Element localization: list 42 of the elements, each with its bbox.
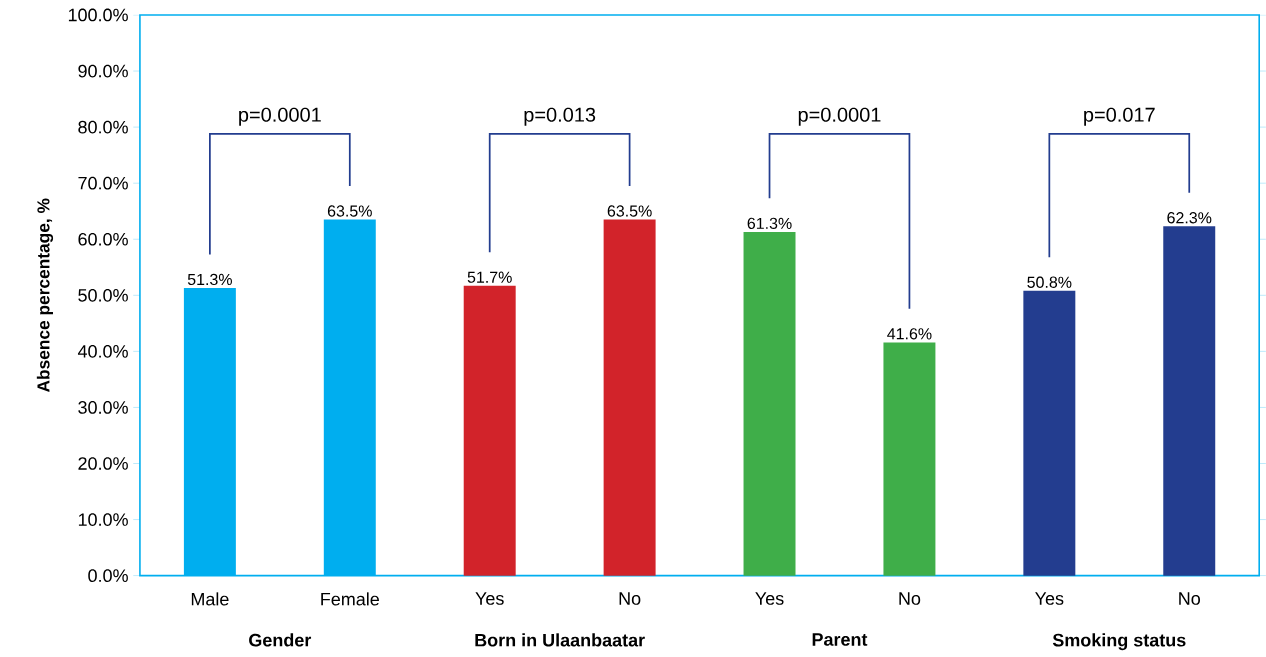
annotation: p=0.0001: [239, 107, 321, 126]
bar: [603, 219, 656, 576]
data-label: 51.7%: [467, 271, 512, 284]
text: Born in Ulaanbaatar: [475, 633, 645, 647]
y-tick-label: 40.0%: [77, 345, 128, 358]
bar: [883, 342, 936, 576]
bar: [1023, 291, 1076, 576]
y-tick-label: 80.0%: [78, 120, 128, 134]
x-tick-label: No: [619, 592, 641, 606]
x-tick-label: No: [899, 592, 921, 606]
y-tick-label: 10.0%: [78, 513, 128, 527]
bar: [1163, 226, 1216, 576]
data-label: 50.8%: [1027, 276, 1072, 289]
y-tick-label: 50.0%: [78, 289, 128, 302]
x-tick-label: Yes: [1035, 592, 1064, 606]
x-tick-label: Yes: [755, 592, 784, 606]
text: Gender: [249, 633, 312, 647]
bar: [463, 285, 516, 576]
data-label: 61.3%: [747, 217, 792, 230]
x-tick-label: Male: [191, 592, 229, 606]
data-label: 63.5%: [327, 205, 372, 217]
y-tick-label: 60.0%: [78, 233, 128, 246]
annotation: p=0.013: [524, 107, 596, 126]
bar: [743, 232, 796, 576]
y-tick-label: 70.0%: [78, 177, 128, 190]
data-label: 62.3%: [1167, 212, 1212, 224]
text: Smoking status: [1052, 633, 1186, 651]
annotation: p=0.017: [1084, 107, 1155, 126]
x-tick-label: Yes: [475, 592, 504, 606]
y-tick-label: 100.0%: [68, 8, 128, 22]
annotation: p=0.0001: [798, 107, 881, 126]
data-label: 41.6%: [887, 328, 932, 340]
data-label: 51.3%: [187, 273, 232, 286]
y-tick-label: 0.0%: [88, 569, 128, 583]
y-tick-label: 30.0%: [78, 401, 128, 414]
data-label: 63.5%: [607, 205, 652, 217]
y-tick-label: 20.0%: [78, 457, 128, 471]
y-tick-label: 90.0%: [78, 64, 128, 78]
x-tick-label: Female: [321, 592, 379, 606]
y-axis-title: Absence percentage, %: [36, 198, 54, 393]
x-tick-label: No: [1179, 592, 1200, 606]
text: Parent: [812, 633, 868, 647]
